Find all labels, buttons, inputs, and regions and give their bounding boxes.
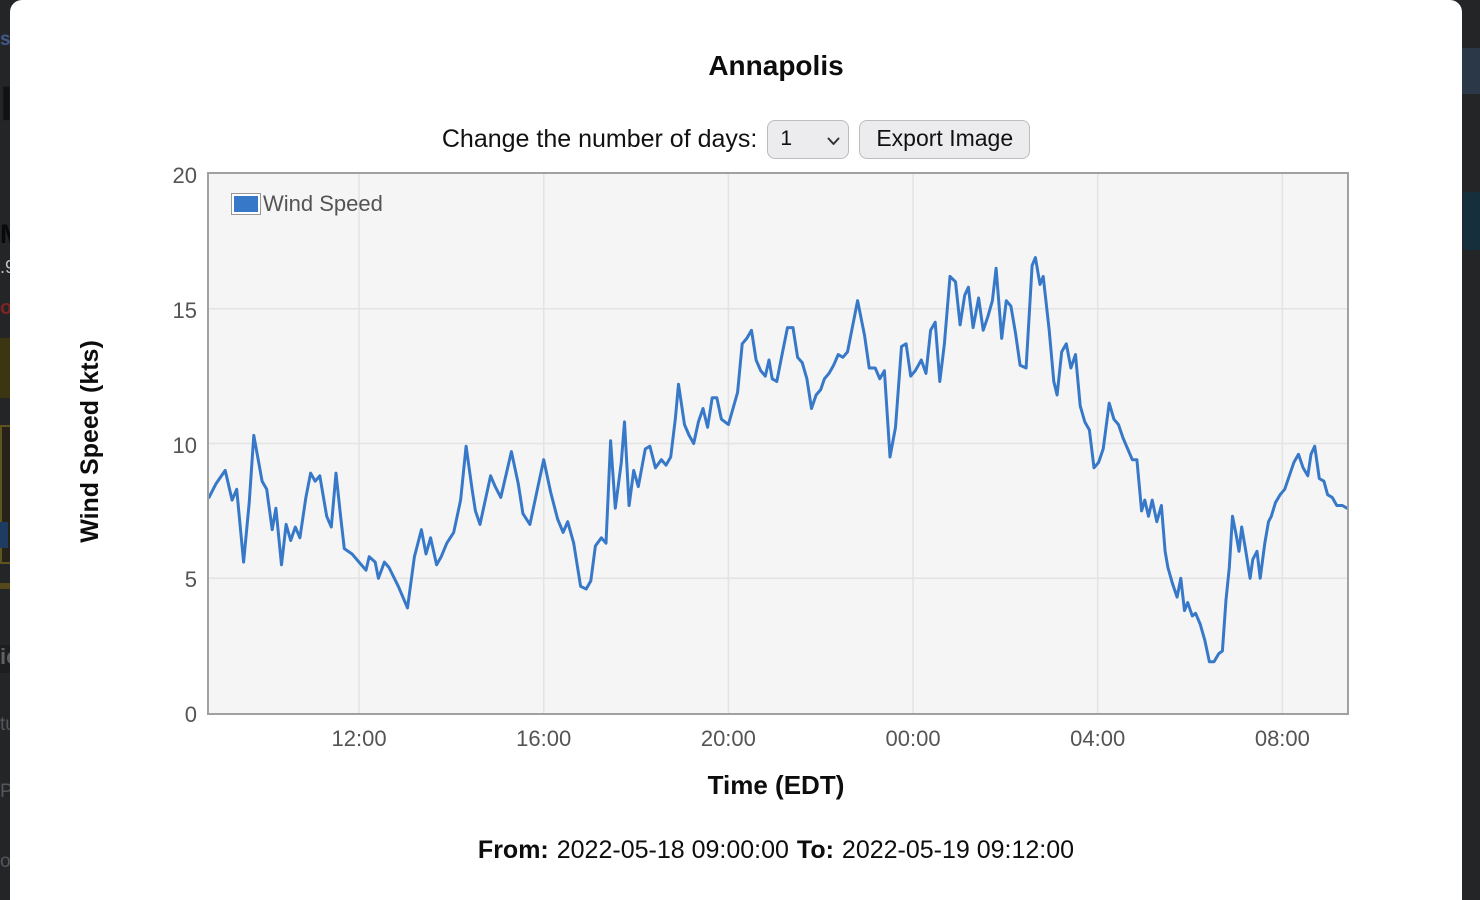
y-tick-label: 10 xyxy=(172,432,197,458)
y-axis-title-wrap: Wind Speed (kts) xyxy=(58,172,122,711)
date-range: From: 2022-05-18 09:00:00 To: 2022-05-19 09… xyxy=(207,836,1345,865)
occluded-page-fragment xyxy=(1463,192,1480,250)
to-value: 2022-05-19 09:12:00 xyxy=(841,836,1075,864)
legend: Wind Speed xyxy=(231,191,383,217)
from-label: From: xyxy=(477,836,549,864)
occluded-page-fragment xyxy=(0,338,11,398)
occluded-page-fragment: tu xyxy=(0,715,11,735)
occluded-page-fragment: P xyxy=(0,782,11,802)
occluded-page-fragment: li xyxy=(0,80,11,130)
modal-title: Annapolis xyxy=(708,50,844,81)
x-tick-label: 08:00 xyxy=(1254,726,1310,751)
legend-swatch-fill xyxy=(234,196,258,212)
x-tick-label: 04:00 xyxy=(1070,726,1126,751)
wind-speed-line-chart xyxy=(209,174,1347,713)
x-tick-label: 12:00 xyxy=(331,726,387,751)
chart-plot-area: Wind Speed 0 5 10 15 20 12:00 16:00 20:00 00:00… xyxy=(173,163,1349,751)
to-label: To: xyxy=(796,836,834,864)
occluded-page-fragment xyxy=(0,583,11,589)
days-select[interactable]: 1 xyxy=(767,119,850,159)
occluded-page-fragment: o xyxy=(0,298,11,319)
y-tick-label: 0 xyxy=(184,702,197,727)
from-value: 2022-05-18 09:00:00 xyxy=(556,836,789,864)
days-select-label: Change the number of days: xyxy=(441,124,758,153)
occluded-page-fragment xyxy=(1462,48,1480,94)
y-axis-title: Wind Speed (kts) xyxy=(75,340,104,543)
occluded-page-fragment xyxy=(0,522,8,548)
occluded-page-fragment: s xyxy=(0,30,10,50)
x-axis-title: Time (EDT) xyxy=(707,770,845,800)
controls-row: Change the number of days: 1 Export Imag… xyxy=(10,116,1462,162)
occluded-page-fragment: o xyxy=(0,852,11,872)
days-select-wrap: 1 xyxy=(767,119,850,159)
x-tick-label: 20:00 xyxy=(700,726,756,751)
x-tick-label: 16:00 xyxy=(516,726,572,751)
occluded-page-fragment: .9 xyxy=(0,258,11,277)
legend-label: Wind Speed xyxy=(263,191,383,216)
occluded-page-fragment: M xyxy=(0,220,11,248)
x-tick-label: 00:00 xyxy=(885,726,941,751)
export-image-button[interactable]: Export Image xyxy=(859,119,1031,159)
y-tick-label: 15 xyxy=(172,297,197,323)
occluded-page-fragment: ic xyxy=(0,645,11,673)
legend-swatch-wind-speed xyxy=(231,193,261,215)
chart-modal: Annapolis Change the number of days: 1 E… xyxy=(10,0,1462,900)
y-tick-label: 20 xyxy=(172,163,197,188)
y-tick-label: 5 xyxy=(184,567,197,593)
